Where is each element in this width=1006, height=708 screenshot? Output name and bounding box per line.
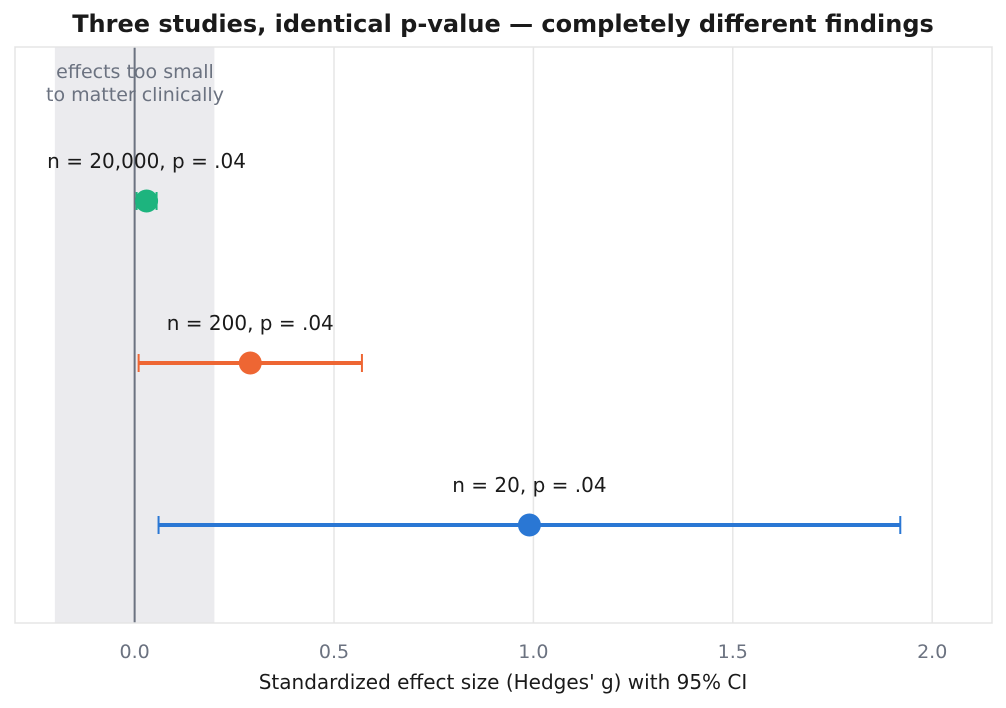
region-label-line-2: to matter clinically [46,84,224,106]
chart-title: Three studies, identical p-value — compl… [72,10,934,38]
region-label-line-1: effects too small [56,61,214,83]
x-tick-label: 0.5 [319,641,349,663]
x-tick-label: 1.5 [718,641,748,663]
point-estimate [517,513,541,537]
plot-frame [14,46,993,624]
point-label: n = 20, p = .04 [452,473,606,497]
x-tick-label: 2.0 [917,641,947,663]
x-axis-title: Standardized effect size (Hedges' g) wit… [259,670,748,694]
point-label: n = 200, p = .04 [167,311,334,335]
point-estimate [238,351,262,375]
x-tick-label: 0.0 [120,641,150,663]
series-layer: n = 20,000, p = .04 n = 200, p = .04 n = 2… [47,149,902,537]
point-label: n = 20,000, p = .04 [47,149,246,173]
x-tick-labels: 0.0 0.5 1.0 1.5 2.0 [120,641,948,663]
point-estimate [135,189,159,213]
x-tick-label: 1.0 [518,641,548,663]
